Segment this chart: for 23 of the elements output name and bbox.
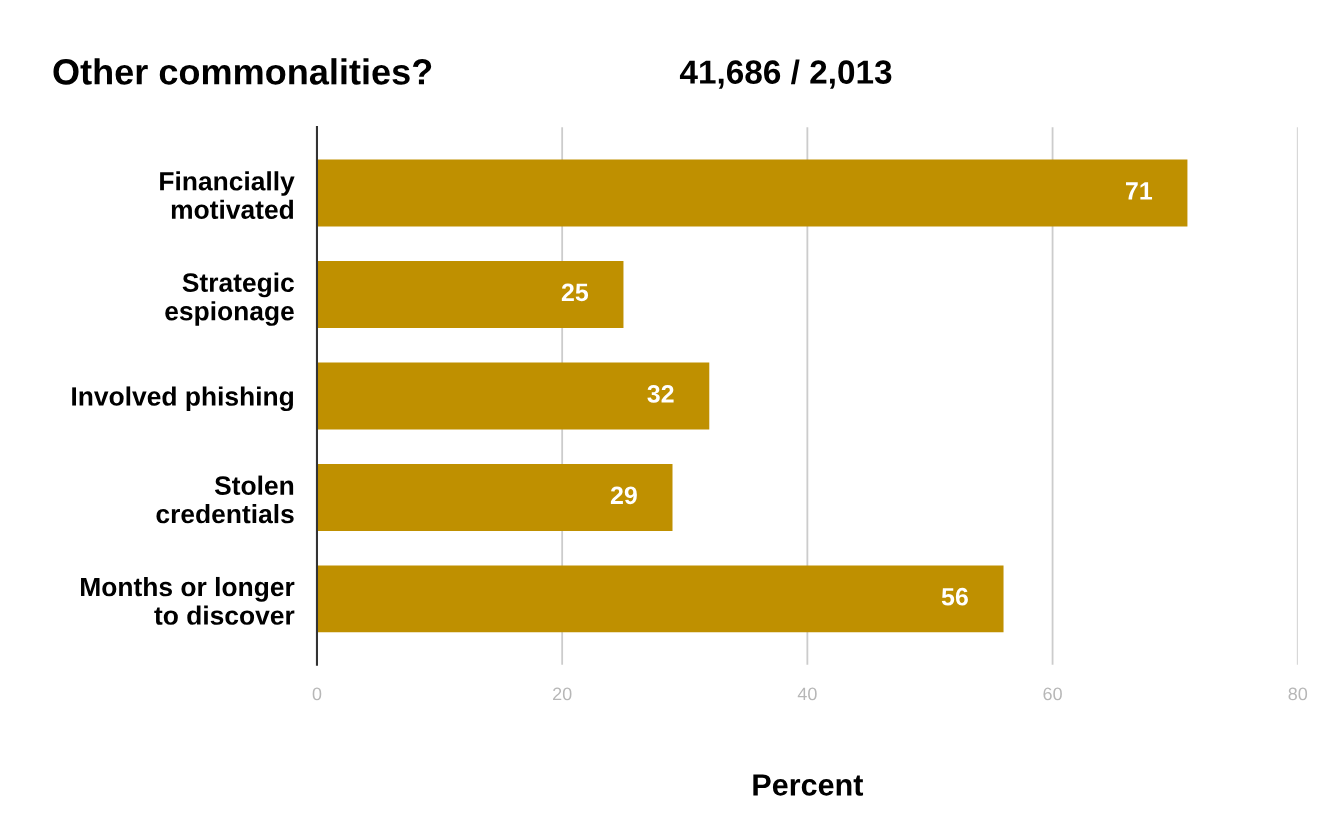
y-tick-label: Stolen credentials — [156, 475, 294, 524]
bar — [316, 565, 1004, 633]
data-label: 25 — [561, 283, 589, 302]
bar — [316, 362, 710, 430]
chart-title: Other commonalities? — [53, 58, 432, 85]
bar — [316, 463, 673, 531]
bar — [316, 261, 624, 328]
x-tick-label: 20 — [553, 687, 572, 701]
y-tick-label: Financially motivated — [160, 171, 295, 220]
x-axis-title: Percent — [753, 774, 864, 796]
y-tick-label: Strategic espionage — [165, 272, 294, 326]
data-label: 32 — [647, 384, 674, 403]
bar — [316, 159, 1188, 227]
x-tick-label: 40 — [797, 687, 817, 701]
x-tick-label: 80 — [1288, 687, 1308, 701]
data-label: 29 — [610, 486, 637, 505]
y-tick-label: Involved phishing — [72, 386, 293, 412]
x-tick-label: 0 — [312, 687, 322, 701]
data-label: 71 — [1126, 182, 1153, 200]
y-tick-label: Months or longer to discover — [81, 576, 295, 625]
x-tick-label: 60 — [1043, 687, 1062, 701]
chart-subtitle: 41,686 / 2,013 — [679, 59, 892, 89]
data-label: 56 — [941, 587, 968, 606]
